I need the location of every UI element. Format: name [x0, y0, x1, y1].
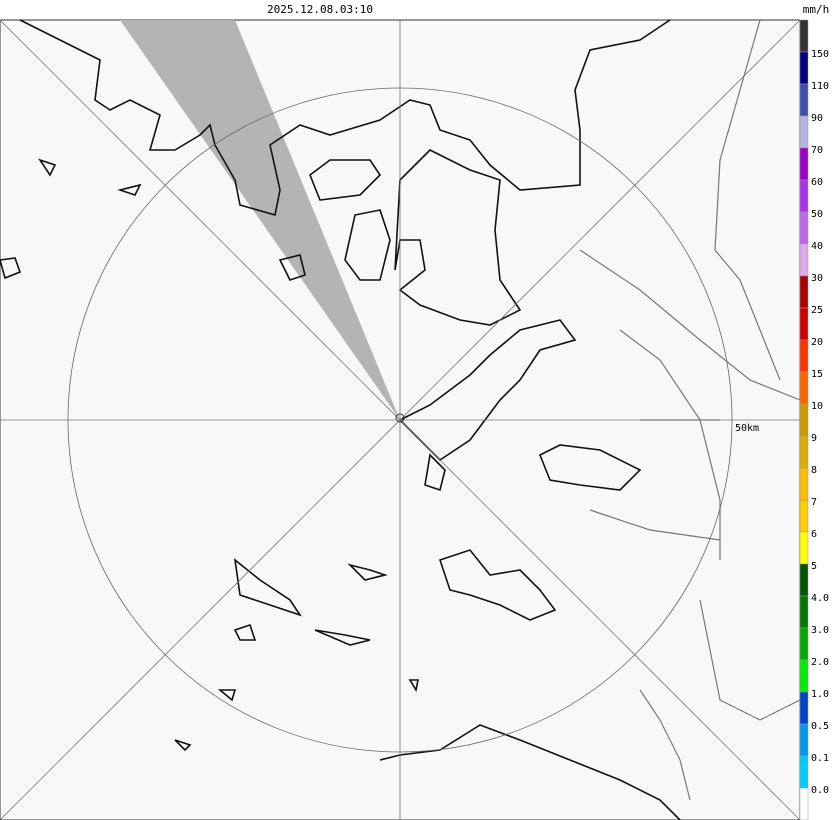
- legend-swatch: [799, 19, 809, 53]
- legend-swatch: [799, 371, 809, 405]
- radar-site: [395, 413, 405, 423]
- legend-swatch: [799, 595, 809, 629]
- legend-swatch: [799, 499, 809, 533]
- legend-swatch: [799, 467, 809, 501]
- legend-swatch: [799, 691, 809, 725]
- legend-label: 40: [811, 241, 823, 252]
- legend-swatch: [799, 787, 809, 820]
- legend-label: 30: [811, 273, 823, 284]
- legend-label: 150: [811, 49, 829, 60]
- legend-swatch: [799, 723, 809, 757]
- legend-label: 15: [811, 369, 823, 380]
- legend-swatch: [799, 563, 809, 597]
- legend-label: 0.1: [811, 753, 829, 764]
- legend-swatch: [799, 659, 809, 693]
- crosshair: [0, 19, 801, 820]
- coastline: [233, 558, 302, 617]
- legend-label: 90: [811, 113, 823, 124]
- coastline: [424, 453, 446, 492]
- legend-swatch: [799, 403, 809, 437]
- legend-swatch: [799, 435, 809, 469]
- coastline: [0, 158, 419, 752]
- legend-label: 70: [811, 145, 823, 156]
- legend-label: 2.0: [811, 657, 829, 668]
- legend-swatch: [799, 115, 809, 149]
- coastline: [538, 444, 642, 491]
- legend-label: 60: [811, 177, 823, 188]
- legend-label: 0.0: [811, 785, 829, 796]
- legend-swatch: [799, 179, 809, 213]
- legend-swatch: [799, 275, 809, 309]
- legend-swatch: [799, 339, 809, 373]
- coastline: [379, 724, 681, 820]
- coastline: [344, 209, 391, 281]
- legend-swatch: [799, 755, 809, 789]
- legend-label: 5: [811, 561, 817, 572]
- range-label: 50km: [735, 423, 759, 434]
- blocked-sector: [120, 20, 400, 420]
- legend-swatch: [799, 627, 809, 661]
- coastline: [438, 549, 557, 621]
- legend-label: 8: [811, 465, 817, 476]
- legend-label: 10: [811, 401, 823, 412]
- legend-label: 6: [811, 529, 817, 540]
- map: 50km: [0, 19, 801, 820]
- legend-swatch: [799, 243, 809, 277]
- legend: 150 110 90 70 60 50 40 30 25 20 15 10 9 8 7 6 5 4.0 3.0 2.0…: [799, 19, 829, 820]
- coastline: [309, 159, 382, 201]
- legend-label: 7: [811, 497, 817, 508]
- legend-label: 110: [811, 81, 829, 92]
- coastline: [398, 319, 577, 462]
- legend-swatch: [799, 147, 809, 181]
- coastline: [394, 149, 522, 326]
- legend-label: 20: [811, 337, 823, 348]
- timestamp: 2025.12.08.03:10: [267, 3, 373, 16]
- legend-swatch: [799, 51, 809, 85]
- legend-label: 3.0: [811, 625, 829, 636]
- legend-swatch: [799, 83, 809, 117]
- legend-label: 4.0: [811, 593, 829, 604]
- legend-swatch: [799, 211, 809, 245]
- legend-label: 25: [811, 305, 823, 316]
- legend-swatch: [799, 531, 809, 565]
- coastline: [19, 19, 671, 217]
- legend-label: 1.0: [811, 689, 829, 700]
- legend-label: 9: [811, 433, 817, 444]
- legend-label: 50: [811, 209, 823, 220]
- legend-unit: mm/h: [803, 3, 830, 16]
- legend-swatch: [799, 307, 809, 341]
- legend-label: 0.5: [811, 721, 829, 732]
